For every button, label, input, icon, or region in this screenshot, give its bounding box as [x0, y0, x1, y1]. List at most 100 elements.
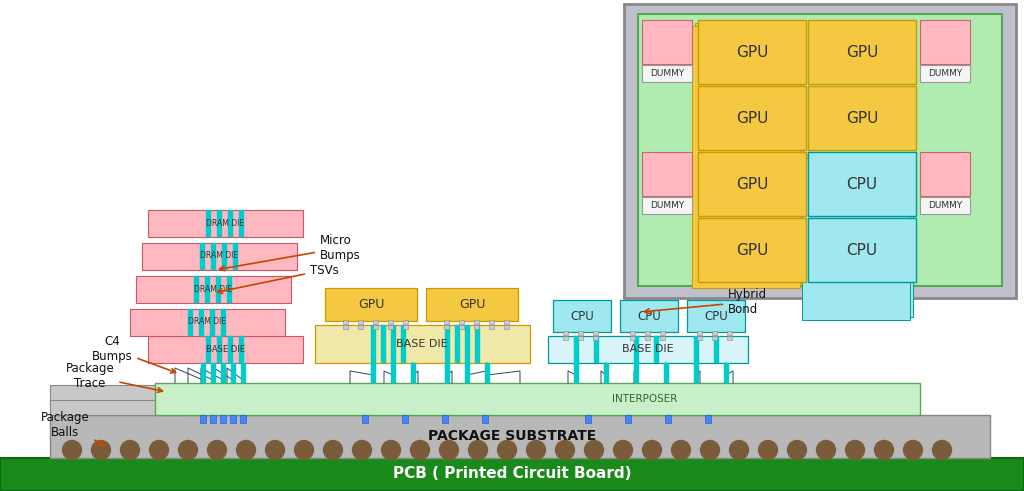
- Bar: [220, 415, 226, 423]
- Circle shape: [729, 440, 749, 460]
- Bar: [664, 363, 669, 383]
- Bar: [488, 325, 494, 329]
- Text: PACKAGE SUBSTRATE: PACKAGE SUBSTRATE: [428, 429, 596, 443]
- Text: DRAM DIE: DRAM DIE: [188, 318, 226, 327]
- Circle shape: [642, 440, 662, 460]
- Text: INTERPOSER: INTERPOSER: [612, 394, 678, 404]
- Bar: [232, 243, 238, 270]
- Bar: [230, 363, 236, 383]
- Text: CPU: CPU: [637, 309, 660, 323]
- Bar: [698, 20, 806, 84]
- Bar: [362, 415, 368, 423]
- Bar: [155, 383, 920, 415]
- Bar: [724, 363, 728, 383]
- Bar: [630, 331, 635, 335]
- Text: DUMMY: DUMMY: [650, 69, 684, 78]
- Bar: [201, 363, 206, 383]
- Bar: [698, 152, 806, 216]
- Circle shape: [933, 440, 951, 460]
- Bar: [562, 336, 567, 340]
- Bar: [726, 336, 731, 340]
- Bar: [687, 300, 745, 332]
- Text: TSVs: TSVs: [217, 264, 339, 294]
- Bar: [390, 325, 395, 363]
- Text: CPU: CPU: [847, 176, 878, 191]
- Circle shape: [846, 440, 864, 460]
- Text: CPU: CPU: [570, 309, 594, 323]
- Bar: [459, 325, 464, 329]
- Circle shape: [874, 440, 894, 460]
- Bar: [634, 336, 639, 363]
- Text: C4
Bumps: C4 Bumps: [91, 335, 176, 373]
- Bar: [426, 288, 518, 321]
- Bar: [315, 325, 530, 363]
- Bar: [211, 243, 215, 270]
- Bar: [459, 320, 464, 324]
- Bar: [443, 325, 449, 329]
- Bar: [387, 325, 392, 329]
- Bar: [473, 325, 478, 329]
- Circle shape: [759, 440, 777, 460]
- Bar: [712, 336, 717, 340]
- Bar: [805, 155, 913, 317]
- Bar: [594, 336, 598, 363]
- Text: GPU: GPU: [357, 298, 384, 310]
- Circle shape: [411, 440, 429, 460]
- Bar: [239, 336, 244, 363]
- Bar: [402, 415, 408, 423]
- Circle shape: [150, 440, 169, 460]
- Bar: [221, 243, 226, 270]
- Bar: [696, 336, 701, 340]
- Bar: [226, 276, 231, 303]
- Bar: [216, 336, 221, 363]
- Bar: [638, 14, 1002, 286]
- Bar: [411, 363, 416, 383]
- Bar: [200, 415, 206, 423]
- Bar: [624, 4, 1016, 298]
- Circle shape: [469, 440, 487, 460]
- Text: GPU: GPU: [846, 45, 879, 59]
- Bar: [216, 210, 221, 237]
- Bar: [373, 320, 378, 324]
- Bar: [342, 325, 347, 329]
- Bar: [665, 415, 671, 423]
- Text: Micro
Bumps: Micro Bumps: [219, 234, 360, 271]
- Bar: [504, 325, 509, 329]
- Text: GPU: GPU: [736, 45, 768, 59]
- Bar: [484, 363, 489, 383]
- Bar: [206, 336, 211, 363]
- Bar: [642, 65, 692, 82]
- Bar: [371, 363, 376, 383]
- Bar: [342, 320, 347, 324]
- Bar: [488, 320, 494, 324]
- Bar: [215, 276, 220, 303]
- Bar: [130, 309, 285, 336]
- Circle shape: [121, 440, 139, 460]
- Bar: [642, 152, 692, 196]
- Text: CPU: CPU: [705, 309, 728, 323]
- Text: CPU: CPU: [847, 243, 878, 257]
- Bar: [692, 26, 800, 288]
- Text: Package
Balls: Package Balls: [41, 411, 103, 445]
- Bar: [0, 458, 1024, 491]
- Bar: [625, 415, 631, 423]
- Text: GPU: GPU: [846, 110, 879, 126]
- Bar: [474, 325, 479, 363]
- Text: DUMMY: DUMMY: [928, 69, 963, 78]
- Bar: [200, 243, 205, 270]
- Circle shape: [498, 440, 516, 460]
- Bar: [443, 320, 449, 324]
- Bar: [808, 218, 916, 282]
- Bar: [210, 309, 214, 336]
- Circle shape: [237, 440, 256, 460]
- Bar: [808, 86, 916, 150]
- Text: DUMMY: DUMMY: [928, 200, 963, 210]
- Bar: [444, 363, 450, 383]
- Bar: [50, 385, 185, 415]
- Bar: [148, 210, 303, 237]
- Bar: [442, 415, 449, 423]
- Bar: [696, 331, 701, 335]
- Bar: [50, 415, 990, 458]
- Bar: [390, 363, 395, 383]
- Circle shape: [787, 440, 807, 460]
